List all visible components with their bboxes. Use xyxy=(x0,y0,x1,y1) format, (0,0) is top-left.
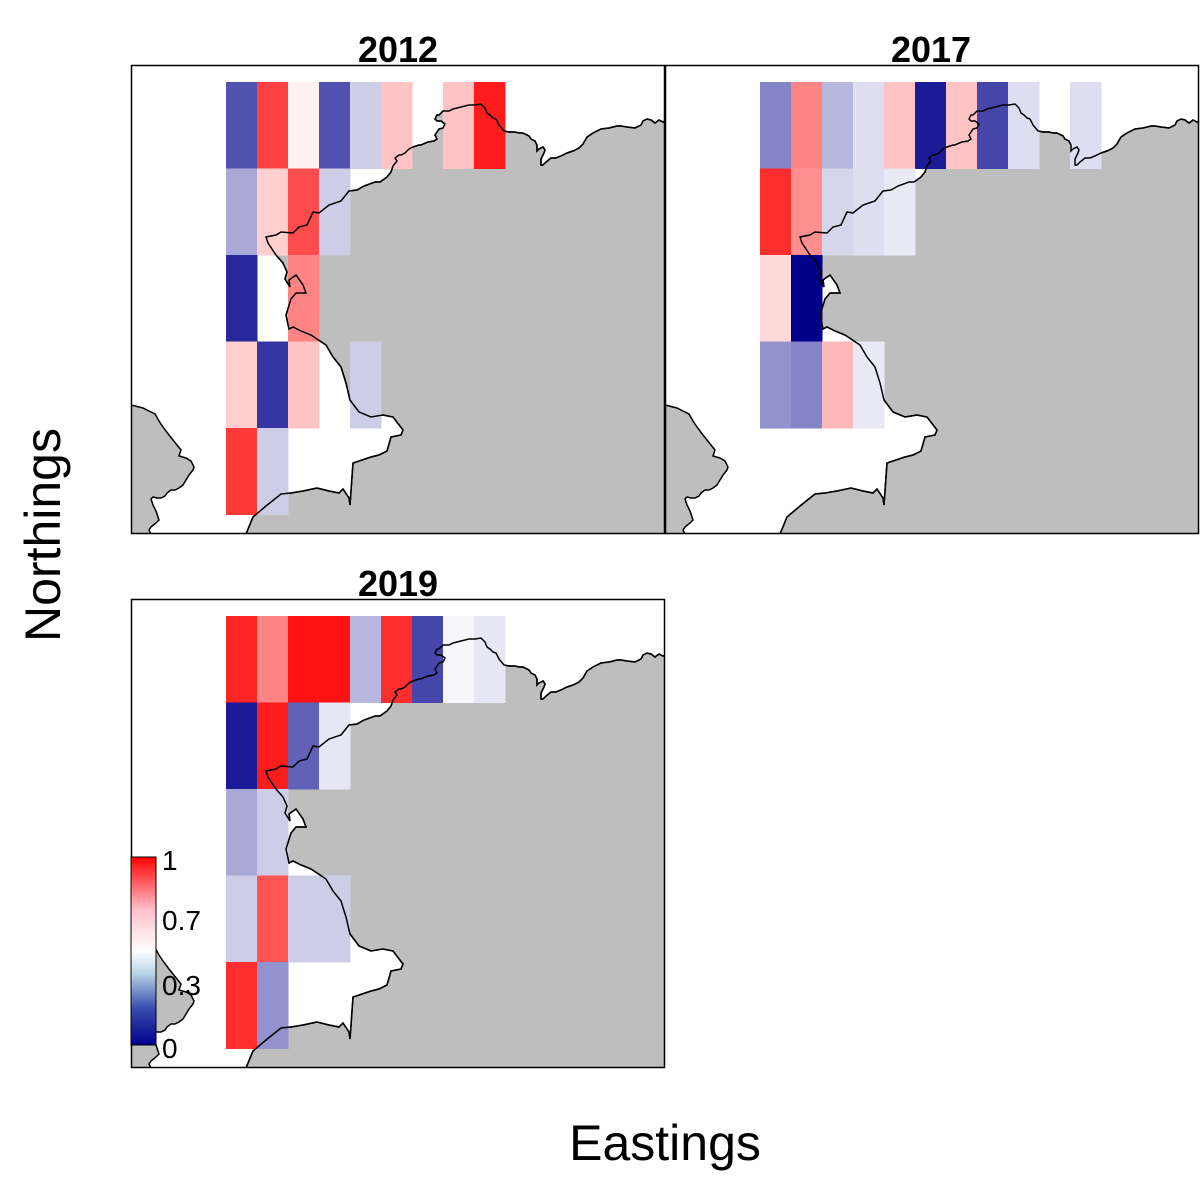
heatmap-cell xyxy=(319,82,351,169)
heatmap-cell xyxy=(226,82,258,169)
heatmap-cell xyxy=(1008,82,1040,169)
panel-title-2017: 2017 xyxy=(891,29,971,70)
heatmap-cell xyxy=(412,616,444,703)
heatmap-cell xyxy=(257,616,289,703)
panel-2017 xyxy=(664,64,1200,535)
heatmap-cell xyxy=(226,341,258,429)
legend-colorbar xyxy=(130,856,157,1046)
panel-border xyxy=(130,598,666,1069)
coastline xyxy=(779,103,1199,534)
heatmap-cell xyxy=(319,168,351,256)
heatmap-cell xyxy=(822,82,854,169)
heatmap-cell xyxy=(1070,82,1102,169)
heatmap-cell xyxy=(226,168,258,256)
heatmap-cell xyxy=(884,82,916,169)
heatmap-cell xyxy=(257,82,289,169)
heatmap-cell xyxy=(288,341,320,429)
heatmap-cell xyxy=(226,255,258,342)
land-mass-west xyxy=(665,404,729,534)
legend-tick-label: 0 xyxy=(162,1033,178,1064)
heatmap-cell xyxy=(760,168,792,256)
heatmap-cell xyxy=(288,255,320,342)
heatmap-cell xyxy=(350,82,382,169)
heatmap-cell xyxy=(853,168,885,256)
heatmap-cell xyxy=(915,82,947,169)
heatmap-cell xyxy=(288,82,320,169)
heatmap-cell xyxy=(791,82,823,169)
heatmap-cell xyxy=(474,82,506,169)
heatmap-cell xyxy=(257,789,289,876)
heatmap-cell xyxy=(791,255,823,342)
panel-border xyxy=(664,64,1200,535)
heatmap-cell xyxy=(257,168,289,256)
heatmap-cell xyxy=(977,82,1009,169)
heatmap-cell xyxy=(226,962,258,1049)
heatmap-cell xyxy=(257,341,289,429)
heatmap-cell xyxy=(257,875,289,963)
heatmap-cell xyxy=(443,82,475,169)
heatmap-cell xyxy=(257,702,289,790)
panel-2012 xyxy=(130,64,666,535)
heatmap-cell xyxy=(760,341,792,429)
heatmap-cell xyxy=(226,875,258,963)
heatmap-cell xyxy=(226,428,258,515)
heatmap-cell xyxy=(226,789,258,876)
heatmap-cell xyxy=(946,82,978,169)
x-axis-title: Eastings xyxy=(569,1115,761,1171)
heatmap-cell xyxy=(822,341,854,429)
heatmap-cell xyxy=(791,341,823,429)
heatmap-cell xyxy=(226,616,258,703)
y-axis-title: Northings xyxy=(15,428,71,642)
heatmap-cell xyxy=(381,82,413,169)
legend-tick-label: 0.7 xyxy=(162,905,201,936)
panel-title-2012: 2012 xyxy=(358,29,438,70)
heatmap-cell xyxy=(791,168,823,256)
heatmap-cell xyxy=(319,616,351,703)
legend-tick-label: 0.3 xyxy=(162,970,201,1001)
heatmap-cell xyxy=(319,702,351,790)
heatmap-cell xyxy=(760,82,792,169)
heatmap-cell xyxy=(381,616,413,703)
heatmap-cell xyxy=(288,875,320,963)
heatmap-cell xyxy=(443,616,475,703)
heatmap-cell xyxy=(257,962,289,1049)
heatmap-cell xyxy=(319,875,351,963)
heatmap-cell xyxy=(474,616,506,703)
heatmap-cell xyxy=(257,428,289,515)
panel-title-2019: 2019 xyxy=(358,563,438,604)
coastline xyxy=(245,103,665,534)
heatmap-cell xyxy=(853,341,885,429)
land-mass-west xyxy=(131,404,195,534)
heatmap-cell xyxy=(226,702,258,790)
heatmap-cell xyxy=(884,168,916,256)
coastline xyxy=(245,637,665,1068)
color-legend: 1 0.7 0.3 0 xyxy=(130,845,201,1064)
legend-tick-label: 1 xyxy=(162,845,178,876)
heatmap-cell xyxy=(760,255,792,342)
panel-2019 xyxy=(130,598,666,1069)
heatmap-cell xyxy=(288,616,320,703)
heatmap-cell xyxy=(853,82,885,169)
heatmap-cell xyxy=(350,616,382,703)
panel-border xyxy=(130,64,666,535)
